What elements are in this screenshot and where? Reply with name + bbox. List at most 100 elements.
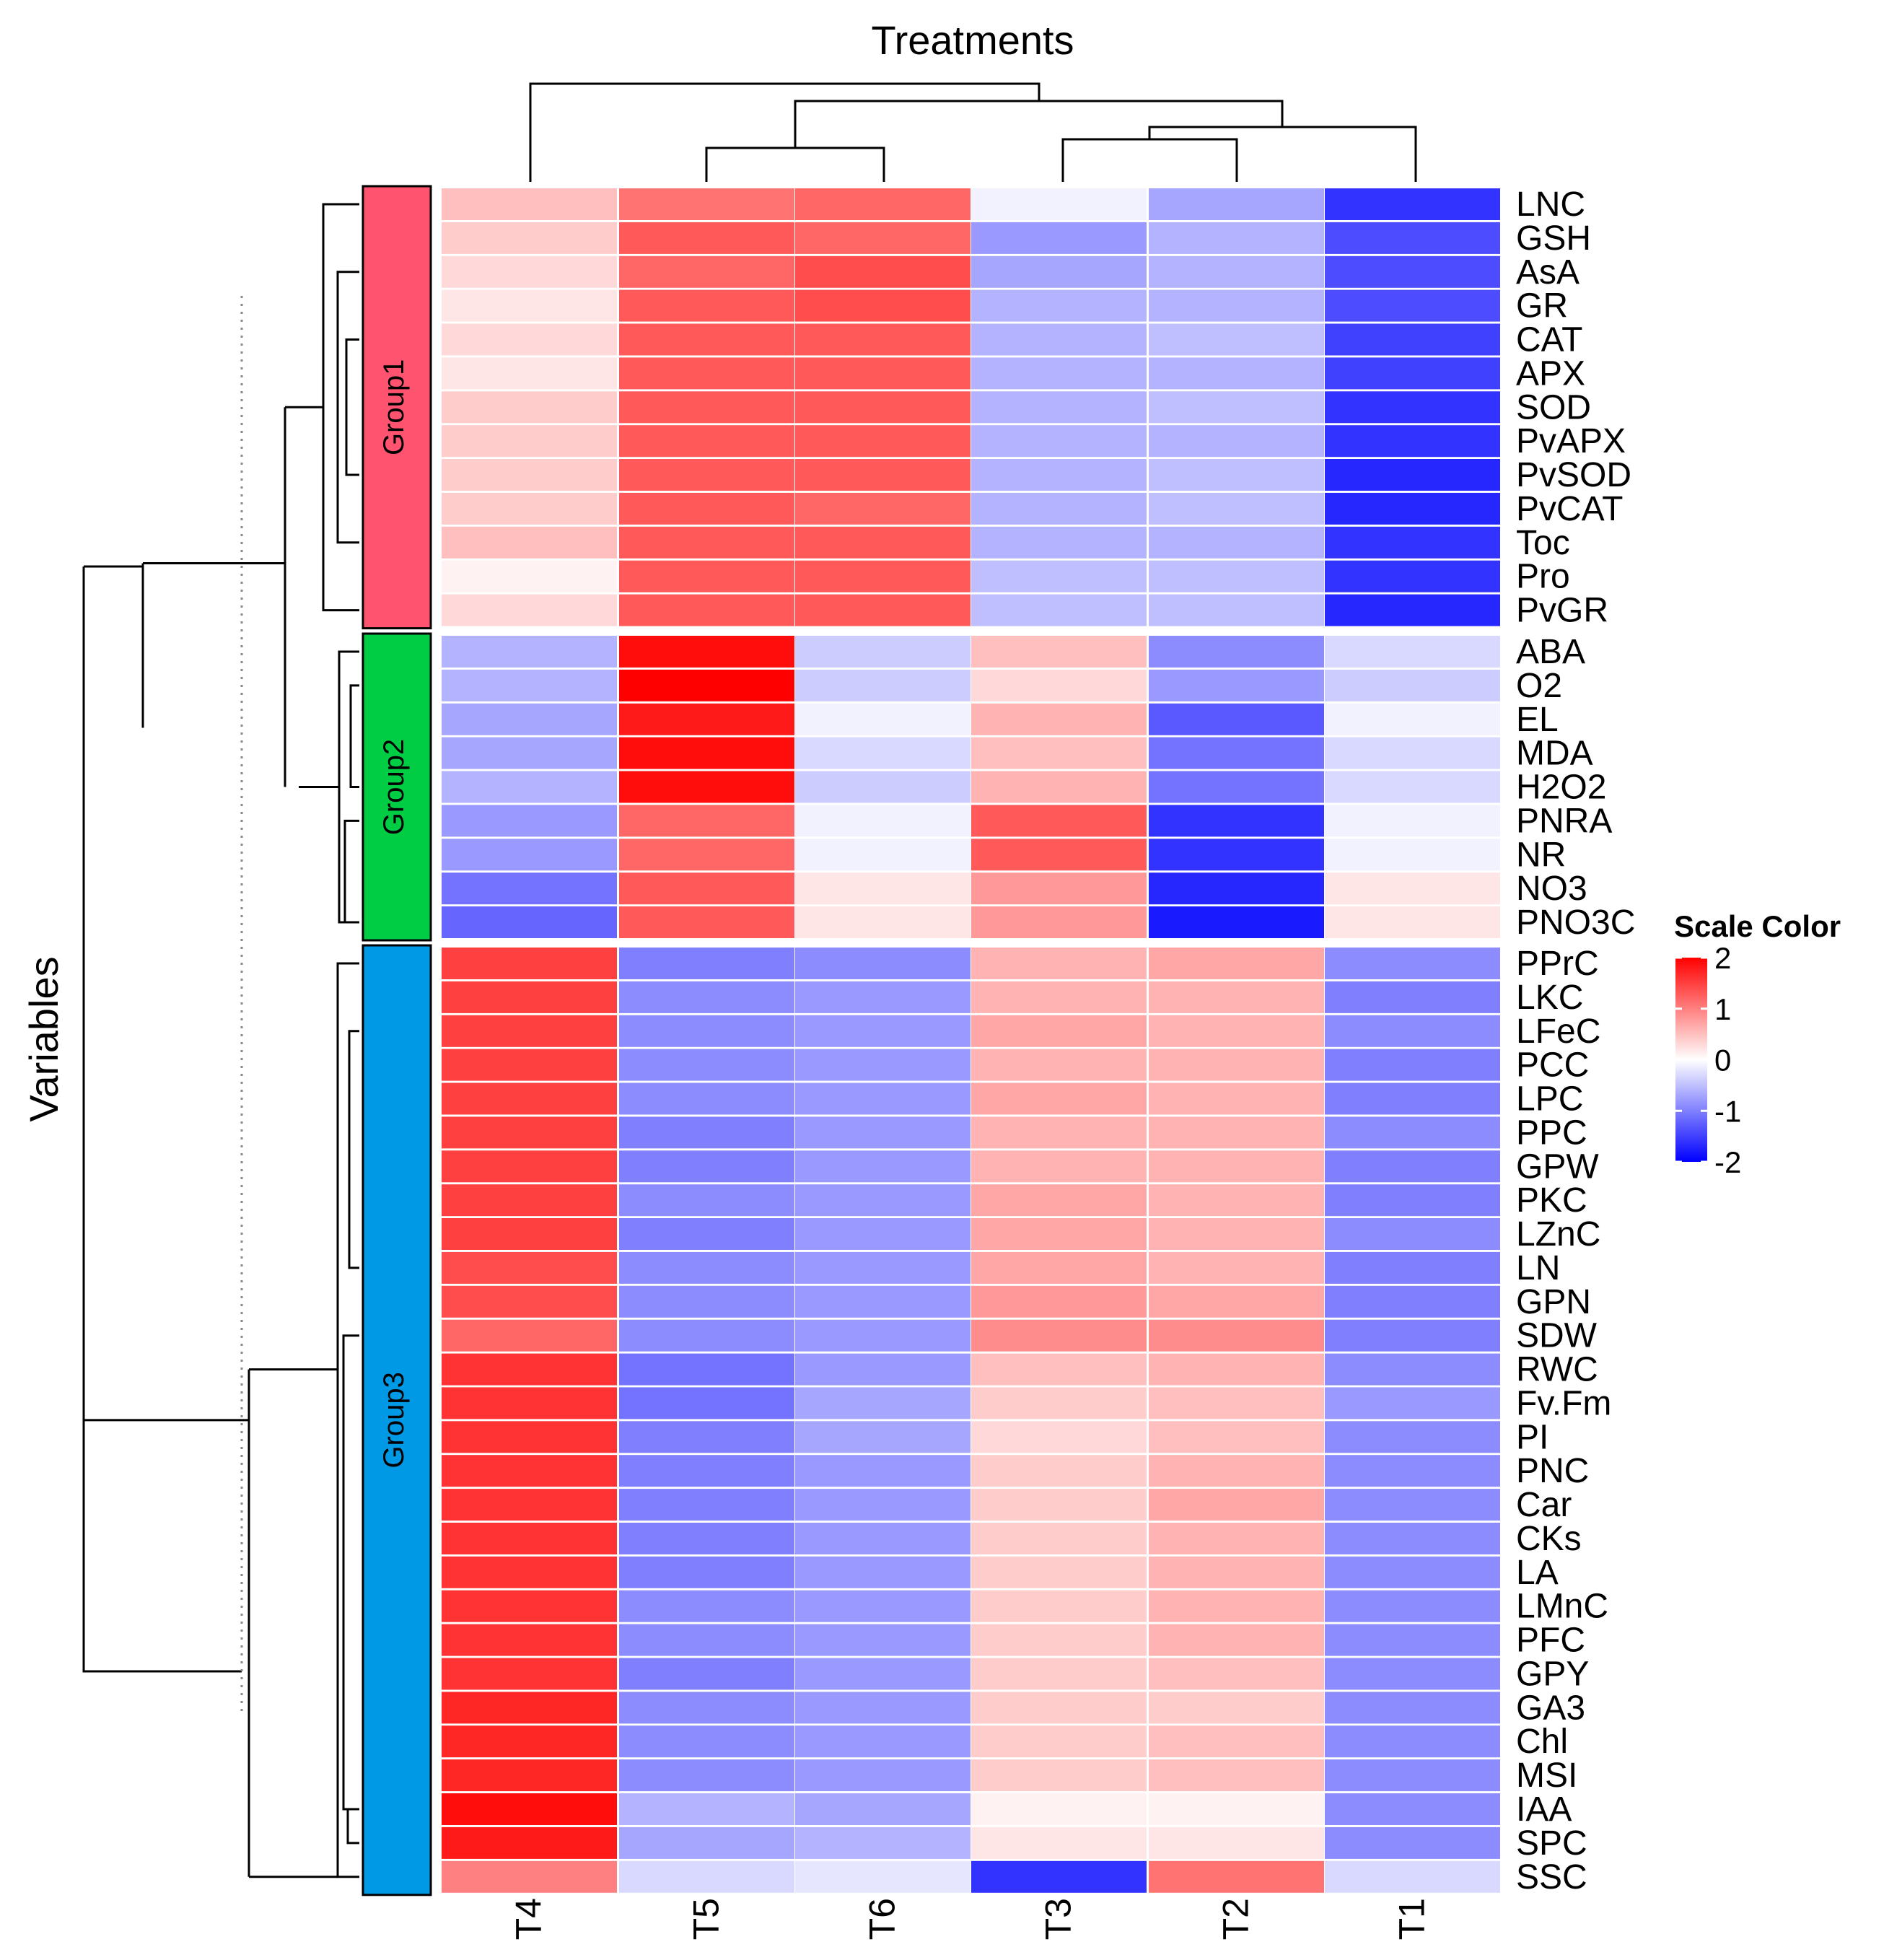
heatmap-cell [1325,1184,1500,1217]
heatmap-cell [619,357,794,390]
heatmap-cell [971,805,1147,837]
dendrogram-branch [345,338,359,476]
heatmap-cell [442,1455,617,1487]
column-labels: T4 T5 T6 T3 T2 T1 [509,1898,1432,1940]
heatmap-cell [619,1218,794,1250]
group-bar [362,944,432,1896]
heatmap-cell [442,594,617,626]
heatmap-cell [971,1015,1147,1047]
column-label: T1 [1392,1898,1432,1940]
heatmap-cell [442,981,617,1013]
heatmap-cell [619,1251,794,1284]
heatmap-cell [619,703,794,735]
heatmap-cell [795,636,971,668]
heatmap-cell [1149,1692,1324,1724]
heatmap-cell [1325,1793,1500,1825]
heatmap-cell [619,492,794,525]
row-label: SDW [1516,1317,1598,1355]
heatmap-cell [1325,188,1500,220]
heatmap-cell [1149,188,1324,220]
heatmap-cell [619,1725,794,1758]
heatmap-cell [1325,255,1500,288]
legend-ticks: 2 1 0 -1 -2 [1675,941,1741,1179]
heatmap-cell [1325,289,1500,322]
heatmap-cell [971,1759,1147,1792]
dendrogram-branch [322,203,359,612]
heatmap-cell [971,669,1147,701]
column-label: T2 [1216,1898,1256,1940]
heatmap-cells [442,188,1500,1893]
group-bar [362,185,432,630]
heatmap-cell [1325,459,1500,491]
heatmap-cell [971,1251,1147,1284]
heatmap-cell [1149,1184,1324,1217]
legend-tick-label: 0 [1714,1044,1731,1077]
heatmap-cell [1149,948,1324,979]
heatmap-cell [795,1015,971,1047]
heatmap-cell [971,703,1147,735]
column-label: T4 [509,1898,549,1940]
heatmap-cell [1325,805,1500,837]
row-label: CKs [1516,1520,1582,1558]
heatmap-cell [1149,1082,1324,1115]
heatmap-cell [971,1218,1147,1250]
heatmap-cell [1325,1150,1500,1183]
heatmap-cell [619,222,794,254]
heatmap-cell [971,1184,1147,1217]
legend-tick-label: -2 [1714,1145,1741,1179]
heatmap-cell [1325,1218,1500,1250]
y-axis-label: Variables [21,956,66,1121]
dendrogram-branch [336,271,359,544]
heatmap-cell [795,1556,971,1588]
dendrogram-branch [82,566,242,1673]
heatmap-cell [619,981,794,1013]
row-label: GR [1516,287,1568,325]
row-label: IAA [1516,1790,1572,1829]
heatmap-cell [1325,1624,1500,1656]
heatmap-cell [971,323,1147,356]
heatmap-cell [1325,948,1500,979]
row-label: PNO3C [1516,904,1635,942]
legend-tick-label: 1 [1714,992,1731,1026]
heatmap-cell [971,188,1147,220]
heatmap-cell [971,1285,1147,1318]
heatmap-cell [442,906,617,938]
heatmap-cell [619,1759,794,1792]
heatmap-cell [971,1624,1147,1656]
heatmap-cell [795,594,971,626]
heatmap-cell [1149,357,1324,390]
heatmap-cell [971,357,1147,390]
dendrogram-branch [1148,126,1417,182]
heatmap-cell [795,1590,971,1622]
heatmap-cell [619,1049,794,1081]
heatmap-cell [442,771,617,803]
heatmap-cell [442,1826,617,1859]
heatmap-cell [442,222,617,254]
heatmap-cell [971,948,1147,979]
heatmap-cell [1325,492,1500,525]
heatmap-cell [795,492,971,525]
heatmap-cell [795,425,971,458]
heatmap-cell [619,289,794,322]
row-label: GPN [1516,1283,1591,1321]
heatmap-cell [619,425,794,458]
heatmap-cell [971,425,1147,458]
heatmap-cell [1325,1116,1500,1149]
heatmap-cell [1325,839,1500,871]
dendrogram-branch [346,1808,359,1845]
heatmap-cell [442,737,617,769]
heatmap-cell [795,1251,971,1284]
row-label: PPC [1516,1114,1587,1152]
heatmap-cell [442,805,617,837]
heatmap-cell [1325,1590,1500,1622]
heatmap-cell [442,1556,617,1588]
heatmap-cell [1325,391,1500,424]
heatmap-cell [442,425,617,458]
heatmap-cell [971,391,1147,424]
heatmap-cell [1149,1285,1324,1318]
heatmap-cell [1325,1759,1500,1792]
heatmap-cell [795,222,971,254]
heatmap-cell [1325,1455,1500,1487]
heatmap-cell [442,1049,617,1081]
heatmap-cell [795,1387,971,1419]
